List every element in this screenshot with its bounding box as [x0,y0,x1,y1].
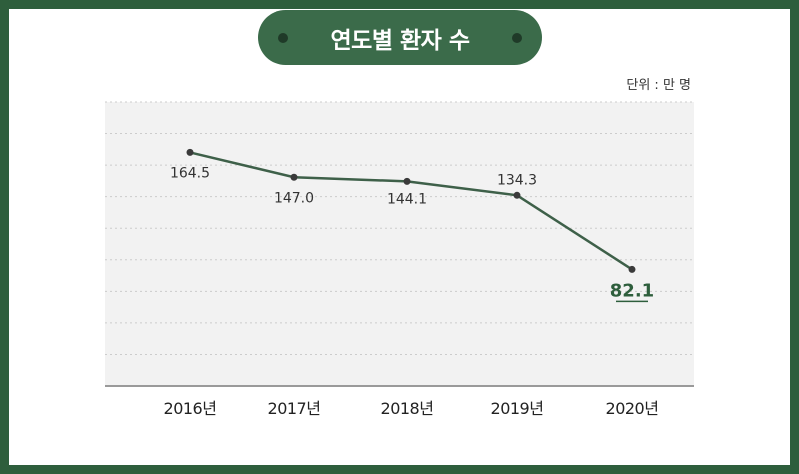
x-tick-label: 2020년 [606,399,659,418]
x-tick-label: 2018년 [381,399,434,418]
x-tick-label: 2019년 [491,399,544,418]
data-points [186,148,636,273]
chart-title: 연도별 환자 수 [330,27,470,54]
plot-area [105,102,694,386]
data-label: 144.1 [387,191,427,207]
data-label: 134.3 [497,172,537,188]
x-tick-label: 2016년 [164,399,217,418]
data-point-2018년 [403,177,411,185]
gridlines [105,101,694,355]
x-tick-label: 2017년 [268,399,321,418]
data-point-2017년 [290,173,298,181]
title-right-dot-icon [512,33,522,43]
chart-title-pill: 연도별 환자 수 [258,10,542,65]
unit-label: 단위 : 만 명 [626,78,691,93]
data-point-2020년 [628,265,636,273]
data-point-2019년 [513,191,521,199]
data-label: 147.0 [274,190,314,206]
x-tick-labels: 2016년 2017년 2018년 2019년 2020년 [164,399,659,418]
data-label: 164.5 [170,165,210,181]
data-labels: 164.5 147.0 144.1 134.3 82.1 [170,165,654,303]
title-left-dot-icon [278,33,288,43]
data-label: 82.1 [610,280,654,301]
data-point-2016년 [186,148,194,156]
